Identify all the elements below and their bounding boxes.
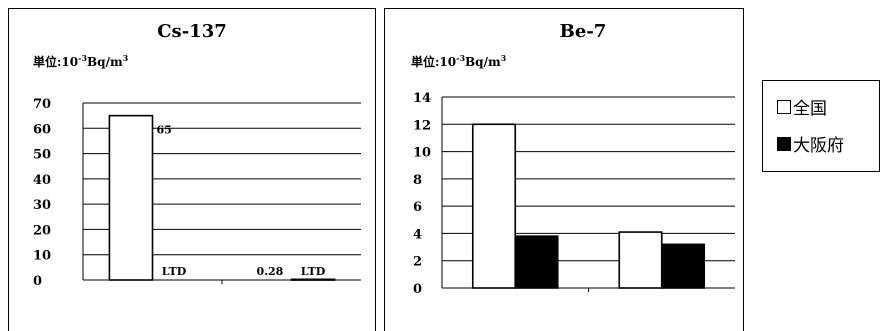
legend-item-nationwide: 全国 [777, 94, 827, 119]
unit-prefix: 単位:10 [411, 54, 456, 69]
legend-label-osaka: 大阪府 [793, 136, 844, 156]
unit-exponent: -3 [456, 53, 465, 63]
cs137-y-tick-label: 40 [33, 173, 51, 188]
be7-y-tick-label: 8 [413, 173, 422, 188]
unit-middle: Bq/m [87, 55, 123, 69]
cs137-bar-osaka [290, 278, 336, 281]
be7-y-tick-label: 2 [413, 255, 422, 270]
legend-label-nationwide: 全国 [793, 99, 827, 119]
cs137-data-label: 0.28 [257, 265, 284, 278]
cs137-title: Cs-137 [157, 21, 227, 42]
be7-bar-osaka [514, 235, 559, 289]
cs137-y-tick-label: 70 [33, 97, 51, 112]
be7-unit-label: 単位:10-3Bq/m3 [411, 53, 507, 69]
cs137-data-label: LTD [162, 265, 187, 278]
be7-y-tick-label: 4 [413, 227, 422, 242]
cs137-y-tick-label: 10 [33, 249, 51, 264]
unit-prefix: 単位:10 [33, 54, 78, 69]
cs137-y-tick-label: 50 [33, 148, 51, 163]
be7-y-tick-label: 10 [413, 146, 431, 161]
legend-swatch-nationwide [777, 99, 791, 114]
unit-power: 3 [501, 53, 507, 63]
unit-power: 3 [123, 53, 129, 63]
unit-middle: Bq/m [465, 55, 501, 69]
be7-bar-osaka [660, 243, 706, 289]
cs137-y-tick-label: 60 [33, 122, 51, 137]
cs137-chart-panel: Cs-137 単位:10-3Bq/m3 0 10 20 30 40 50 60 70 65 LTD 0.… [8, 8, 376, 331]
cs137-y-tick-label: 30 [33, 198, 51, 213]
be7-chart-panel: Be-7 単位:10-3Bq/m3 0 2 4 6 8 10 12 14 [384, 8, 744, 331]
be7-y-tick-label: 12 [413, 118, 431, 133]
be7-bar-nationwide [471, 123, 517, 289]
be7-y-tick-label: 0 [413, 282, 422, 297]
cs137-unit-label: 単位:10-3Bq/m3 [33, 53, 129, 69]
legend-item-osaka: 大阪府 [777, 131, 844, 156]
cs137-y-tick-label: 20 [33, 223, 51, 238]
be7-bar-nationwide [618, 231, 663, 289]
unit-exponent: -3 [78, 53, 87, 63]
cs137-data-label: LTD [301, 265, 326, 278]
be7-y-tick-label: 6 [413, 200, 422, 215]
be7-title: Be-7 [560, 21, 607, 42]
cs137-y-tick-label: 0 [33, 274, 42, 289]
legend: 全国 大阪府 [762, 80, 880, 172]
cs137-bar-nationwide [108, 114, 154, 281]
legend-swatch-osaka [777, 136, 791, 151]
be7-chart: Be-7 単位:10-3Bq/m3 0 2 4 6 8 10 12 14 [411, 21, 735, 297]
cs137-data-label: 65 [157, 124, 172, 137]
be7-y-tick-label: 14 [413, 91, 431, 106]
